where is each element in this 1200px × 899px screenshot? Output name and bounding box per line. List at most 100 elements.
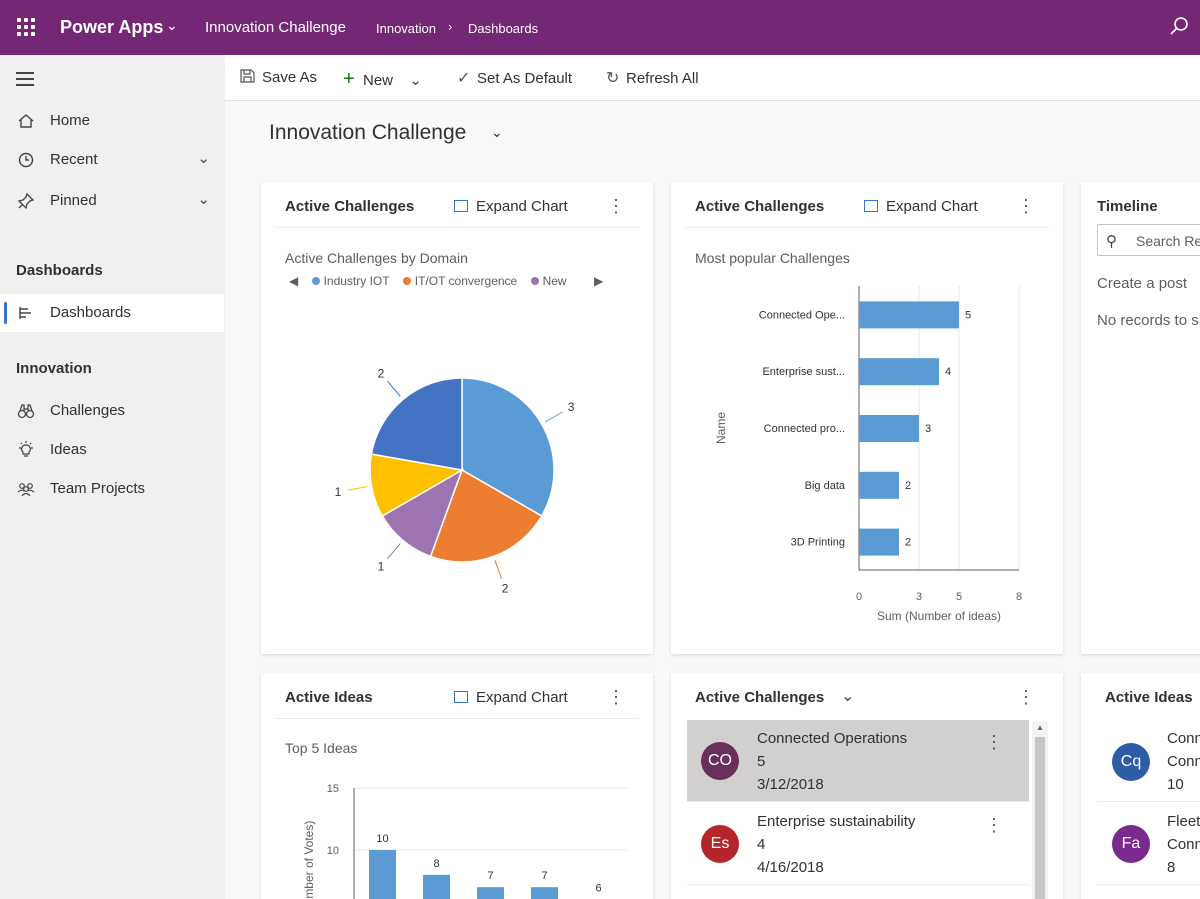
x-tick-label: 3 <box>916 591 922 603</box>
data-label: 6 <box>595 883 601 895</box>
new-button[interactable]: + New ⌄ <box>343 68 422 90</box>
card-title[interactable]: Active Challenges <box>695 689 825 706</box>
plus-icon: + <box>343 68 355 90</box>
data-label: 4 <box>945 366 951 378</box>
more-options-icon[interactable]: ⋮ <box>1017 196 1035 216</box>
more-options-icon[interactable]: ⋮ <box>985 815 1003 835</box>
app-launcher-icon[interactable] <box>17 18 35 36</box>
card-active-challenges-list: Active Challenges ⌄ ⋮ CO Connected Opera… <box>671 673 1063 899</box>
expand-chart-button[interactable]: Expand Chart <box>454 198 568 215</box>
expand-chart-label: Expand Chart <box>476 689 568 706</box>
scroll-up-icon[interactable]: ▲ <box>1036 723 1044 732</box>
chevron-down-icon[interactable]: ⌄ <box>491 124 503 140</box>
page-title[interactable]: Innovation Challenge <box>269 121 467 144</box>
bar <box>423 874 450 899</box>
sidebar-item-ideas[interactable]: Ideas <box>0 431 224 469</box>
home-icon <box>18 114 34 128</box>
chevron-down-icon[interactable]: ⌄ <box>409 72 422 89</box>
x-axis-label: Sum (Number of ideas) <box>877 609 1001 623</box>
sidebar-item-recent[interactable]: Recent ⌄ <box>0 141 224 179</box>
divider <box>275 227 639 228</box>
command-bar: Save As + New ⌄ ✓ Set As Default ↻ Refresh … <box>225 55 1200 101</box>
sidebar-item-dashboards[interactable]: Dashboards <box>0 294 224 332</box>
avatar: Fa <box>1112 825 1150 863</box>
pie-data-label: 3 <box>568 400 575 414</box>
list-item-line3: 8 <box>1167 859 1176 876</box>
bar <box>859 301 959 329</box>
search-icon: ⚲ <box>1106 233 1117 250</box>
legend-item[interactable]: New <box>542 274 567 288</box>
list-item-name: Enterprise sustainability <box>757 813 916 830</box>
chevron-down-icon[interactable]: ⌄ <box>841 688 855 705</box>
pie-slice <box>370 377 463 471</box>
create-post-link[interactable]: Create a post <box>1097 275 1188 292</box>
app-name[interactable]: Power Apps <box>60 17 164 37</box>
scrollbar[interactable]: ▲ <box>1032 721 1048 899</box>
sidebar-item-label: Team Projects <box>50 480 146 497</box>
list-item-line2: Conn <box>1167 836 1200 853</box>
search-placeholder: Search Re <box>1136 233 1200 249</box>
pie-data-label: 1 <box>335 485 342 499</box>
legend-swatch <box>311 277 320 285</box>
more-options-icon[interactable]: ⋮ <box>607 687 625 707</box>
search-icon[interactable] <box>1168 16 1190 38</box>
more-options-icon[interactable]: ⋮ <box>607 196 625 216</box>
legend-next-icon[interactable]: ▶ <box>593 274 604 288</box>
save-as-button[interactable]: Save As <box>239 68 317 88</box>
list-item-date: 4/16/2018 <box>757 859 824 876</box>
sidebar-item-challenges[interactable]: Challenges <box>0 392 224 430</box>
expand-chart-button[interactable]: Expand Chart <box>864 198 978 215</box>
chevron-down-icon[interactable]: ⌄ <box>166 17 178 33</box>
data-label: 10 <box>376 833 388 845</box>
sidebar-item-label: Home <box>50 112 91 129</box>
legend-item[interactable]: IT/OT convergence <box>414 274 518 288</box>
set-as-default-button[interactable]: ✓ Set As Default <box>457 68 572 88</box>
more-options-icon[interactable]: ⋮ <box>985 732 1003 752</box>
expand-chart-icon <box>864 200 878 212</box>
expand-chart-button[interactable]: Expand Chart <box>454 689 568 706</box>
sidebar-item-label: Challenges <box>50 402 126 419</box>
binoculars-icon <box>17 404 35 419</box>
legend-item[interactable]: Industry IOT <box>323 274 390 288</box>
list-item[interactable]: Fa Fleet Conn 8 <box>1097 803 1200 885</box>
pie-data-label: 2 <box>502 581 509 595</box>
horizontal-bar-chart: 0 3 5 8 Connected Ope... 5 Enterprise sust... 4… <box>714 286 1022 623</box>
refresh-all-button[interactable]: ↻ Refresh All <box>606 68 699 88</box>
expand-chart-icon <box>454 200 468 212</box>
sidebar-item-team-projects[interactable]: Team Projects <box>0 470 224 508</box>
chevron-down-icon[interactable]: ⌄ <box>197 150 210 167</box>
no-records-text: No records to s <box>1097 312 1199 329</box>
sidebar-item-pinned[interactable]: Pinned ⌄ <box>0 182 224 220</box>
timeline-search-input[interactable]: ⚲ Search Re <box>1097 224 1200 256</box>
pie-data-label: 1 <box>378 560 385 574</box>
pie-data-label: 2 <box>378 366 385 380</box>
list-item[interactable]: CO Connected Operations 5 3/12/2018 ⋮ <box>687 720 1029 802</box>
team-icon <box>17 483 35 497</box>
avatar: Es <box>701 825 739 863</box>
card-timeline: Timeline ⚲ Search Re Create a post No re… <box>1081 182 1200 654</box>
pie-leader-line <box>544 411 563 423</box>
expand-chart-label: Expand Chart <box>886 198 978 215</box>
set-as-default-label: Set As Default <box>477 70 573 87</box>
dashboard-icon <box>19 307 31 319</box>
environment-name[interactable]: Innovation Challenge <box>205 19 346 36</box>
y-axis-label: umber of Votes) <box>302 821 316 899</box>
list-item[interactable]: Cq Conn Conn 10 <box>1097 720 1200 802</box>
data-label: 7 <box>541 870 547 882</box>
breadcrumb-innovation[interactable]: Innovation <box>376 21 436 36</box>
vertical-bar-chart: 15 10 10 8 7 7 6 umber of Votes) <box>302 783 627 899</box>
sidebar-item-home[interactable]: Home <box>0 102 224 140</box>
list-item[interactable]: Es Enterprise sustainability 4 4/16/2018… <box>687 803 1029 885</box>
chart-subtitle: Most popular Challenges <box>695 250 850 266</box>
breadcrumb-dashboards[interactable]: Dashboards <box>468 21 539 36</box>
card-active-challenges-bar: Active Challenges Expand Chart ⋮ Most po… <box>671 182 1063 654</box>
scrollbar-thumb[interactable] <box>1035 737 1045 899</box>
bar <box>369 850 396 899</box>
chevron-down-icon[interactable]: ⌄ <box>197 191 210 208</box>
hamburger-menu-icon[interactable] <box>16 72 36 86</box>
refresh-icon: ↻ <box>606 70 620 87</box>
more-options-icon[interactable]: ⋮ <box>1017 687 1035 707</box>
legend-prev-icon[interactable]: ◀ <box>289 274 299 288</box>
lightbulb-icon <box>19 441 33 457</box>
x-tick-label: 5 <box>956 591 962 603</box>
